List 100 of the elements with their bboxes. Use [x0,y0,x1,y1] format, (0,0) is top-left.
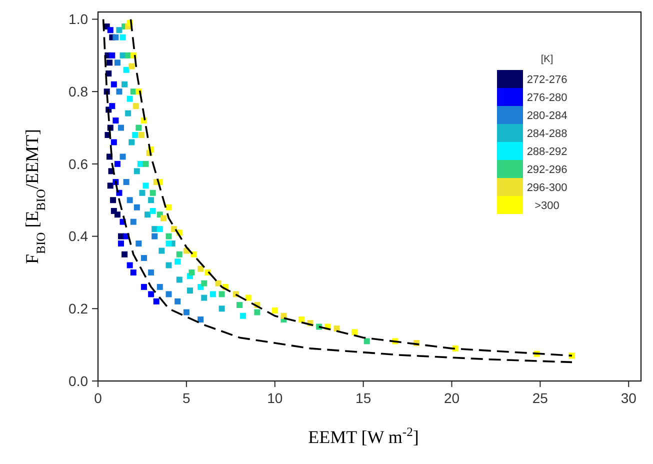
point [126,96,133,102]
point [114,212,120,218]
point [130,218,136,225]
point [109,103,116,110]
point [148,269,154,276]
point [106,60,112,66]
point [140,255,147,261]
point [118,233,124,240]
point [138,132,144,138]
point [174,298,181,304]
point [174,258,181,265]
point [122,251,128,258]
point [128,63,135,70]
point [126,197,133,204]
point [334,326,340,332]
legend-label: 280-284 [526,110,568,122]
legend-label: >300 [534,200,560,212]
point [118,240,124,247]
point [110,197,116,204]
point [123,179,130,186]
point [122,81,128,88]
legend-label: 284-288 [526,128,568,140]
point [218,291,225,298]
point [364,338,370,344]
point [114,60,120,66]
y-tick-label: 1.0 [68,11,88,28]
y-tick-label: 0.4 [68,228,88,244]
point [120,154,126,160]
point [166,233,172,240]
point [132,132,138,138]
legend-label: 296-300 [526,182,568,194]
point [107,182,114,189]
point [125,110,132,116]
y-tick-label: 0.2 [68,300,88,317]
point [153,298,160,304]
point [210,291,216,298]
point [215,280,222,286]
point [236,302,242,308]
x-tick-label: 15 [356,390,372,406]
point [166,240,172,247]
point [150,208,156,214]
legend-label: 272-276 [526,74,568,86]
point [142,160,149,167]
point [137,160,144,167]
legend-label: 292-296 [526,164,568,176]
y-tick-label: 0.8 [68,83,88,100]
point [110,139,117,146]
point [148,197,154,204]
point [254,309,260,316]
point [128,139,135,146]
point [156,226,163,232]
point [118,124,124,131]
legend-label: 276-280 [526,92,568,104]
point [186,288,193,294]
point [158,248,165,254]
point [152,226,158,232]
point [107,27,114,34]
point [166,204,172,210]
point [240,312,246,319]
point [176,251,182,258]
point [116,88,122,95]
point [144,212,151,218]
point [136,240,142,247]
point [112,34,119,40]
x-tick-label: 0 [94,390,102,406]
point [139,190,146,196]
point [148,291,154,298]
y-tick-label: 0.0 [68,372,88,389]
point [166,291,172,298]
point [120,34,126,40]
point [198,316,204,322]
point [176,276,182,283]
legend-label: 288-292 [526,146,568,158]
point [140,284,147,290]
point [201,294,208,301]
point [136,124,142,131]
point [152,233,158,240]
point [109,52,116,58]
point [166,262,172,268]
point [298,316,304,322]
x-tick-label: 20 [444,390,460,406]
point [160,215,166,222]
point [156,284,163,290]
x-tick-label: 30 [620,390,637,406]
point [116,27,122,34]
x-tick-label: 25 [532,390,548,406]
point [125,52,132,58]
point [114,160,120,167]
point [188,269,195,276]
point [110,81,117,88]
point [218,306,225,312]
point [112,118,119,124]
x-tick-label: 10 [267,390,283,406]
point [198,266,204,272]
point [134,168,140,174]
point [126,262,133,268]
y-tick-label: 0.6 [68,156,88,172]
point [130,269,136,276]
point [133,103,140,110]
point [134,204,140,210]
